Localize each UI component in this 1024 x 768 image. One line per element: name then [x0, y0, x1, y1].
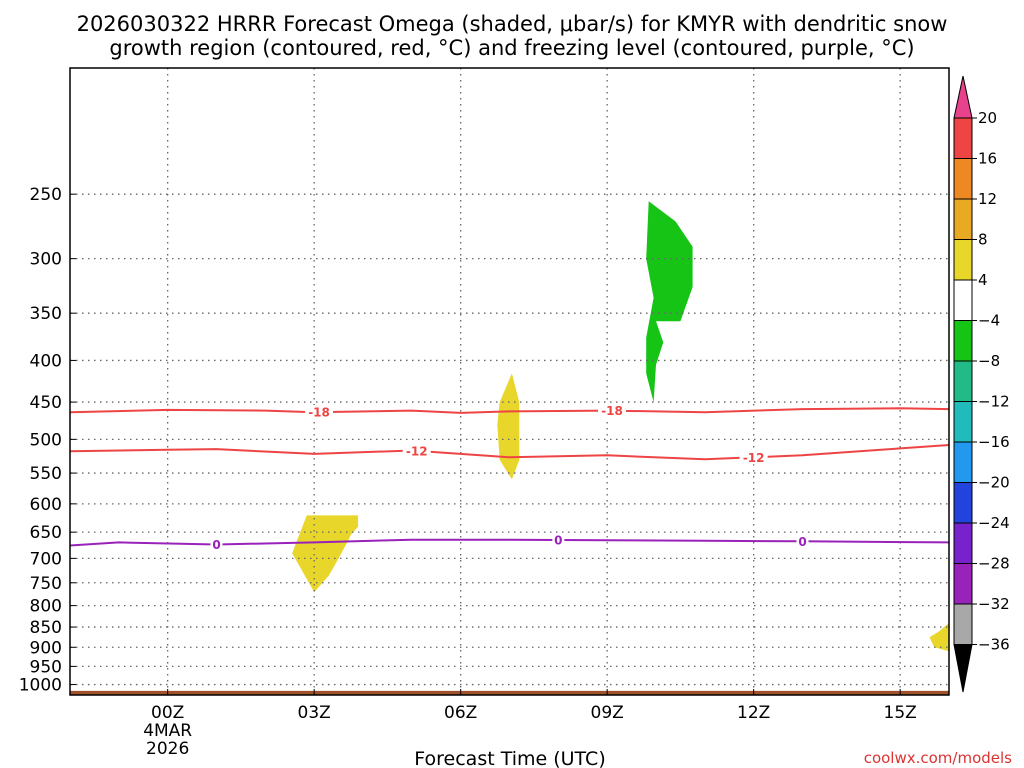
contour-label-bg	[402, 443, 431, 458]
contour-label--12: -12	[406, 444, 428, 458]
colorbar-segment	[953, 360, 973, 402]
y-tick-label-850: 850	[30, 618, 62, 638]
y-tick-label-350: 350	[30, 304, 62, 324]
colorbar-label: −32	[978, 595, 1010, 613]
x-tick-label-09Z: 09Z	[591, 703, 624, 723]
x-tick-label-12Z: 12Z	[737, 703, 770, 723]
chart-title-line1: 2026030322 HRRR Forecast Omega (shaded, …	[77, 12, 948, 36]
colorbar-label: 8	[978, 231, 988, 249]
colorbar-label: −28	[978, 555, 1010, 573]
colorbar-label: −24	[978, 514, 1010, 532]
shaded-region-omega-positive-c	[929, 622, 949, 652]
colorbar-segment	[953, 563, 973, 605]
y-tick-label-450: 450	[30, 393, 62, 413]
shaded-region-omega-negative	[646, 201, 693, 403]
colorbar-segment	[953, 279, 973, 321]
y-tick-label-300: 300	[30, 250, 62, 270]
shaded-regions	[292, 201, 949, 652]
colorbar-segment	[953, 158, 973, 200]
x-tick-sublabel-year: 2026	[146, 739, 189, 759]
shaded-region-omega-positive-a	[497, 373, 520, 480]
colorbar-label: −4	[978, 312, 1000, 330]
x-axis-label: Forecast Time (UTC)	[414, 748, 605, 768]
colorbar-segment	[953, 522, 973, 564]
colorbar-label: 16	[978, 150, 997, 168]
x-tick-label-15Z: 15Z	[884, 703, 917, 723]
shaded-region-omega-positive-b	[292, 515, 359, 593]
plot-frame	[69, 67, 950, 696]
x-tick-sublabel-date: 4MAR	[143, 721, 192, 741]
colorbar-segment	[953, 482, 973, 524]
colorbar-label: 4	[978, 271, 988, 289]
y-tick-label-500: 500	[30, 430, 62, 450]
colorbar-segment	[953, 198, 973, 240]
y-tick-label-400: 400	[30, 351, 62, 371]
y-tick-label-700: 700	[30, 549, 62, 569]
colorbar: 20 16 12 8 4 −4 −8 −12 −16 −20 −24 −28 −32 −36	[953, 75, 1010, 693]
y-tick-label-650: 650	[30, 523, 62, 543]
grid	[70, 68, 949, 695]
y-tick-label-900: 900	[30, 638, 62, 658]
colorbar-label: −20	[978, 474, 1010, 492]
colorbar-top-arrow	[953, 75, 973, 119]
colorbar-label: −16	[978, 433, 1010, 451]
contour-line--12	[69, 444, 950, 461]
x-tick-label-06Z: 06Z	[444, 703, 477, 723]
colorbar-segment	[953, 603, 973, 645]
colorbar-bottom-arrow	[953, 644, 973, 693]
colorbar-label: −12	[978, 393, 1010, 411]
contour-line--18	[69, 407, 950, 414]
credit-text: coolwx.com/models	[864, 749, 1012, 767]
y-tick-label-950: 950	[30, 657, 62, 677]
contour-label-0: 0	[554, 533, 562, 547]
y-axis-ticks: 2503003504004505005506006507007508008509…	[19, 185, 76, 696]
y-tick-label-1000: 1000	[19, 676, 62, 696]
contour-line-0	[69, 538, 950, 547]
colorbar-label: 12	[978, 190, 997, 208]
contour-label--12: -12	[743, 451, 765, 465]
colorbar-label: −8	[978, 352, 1000, 370]
contour-label-bg	[305, 405, 334, 420]
y-tick-label-250: 250	[30, 185, 62, 205]
contour-label--18: -18	[601, 404, 623, 418]
contour-label--18: -18	[308, 406, 330, 420]
contour-label-bg	[598, 403, 627, 418]
ground-bar	[70, 690, 949, 695]
colorbar-segment	[953, 117, 973, 159]
colorbar-segment	[953, 239, 973, 281]
contour-label-0: 0	[798, 535, 806, 549]
colorbar-segment	[953, 401, 973, 443]
chart-title-line2: growth region (contoured, red, °C) and f…	[109, 36, 914, 60]
ground-rect	[70, 690, 949, 695]
colorbar-segment	[953, 320, 973, 362]
contour-label-0: 0	[212, 538, 220, 552]
y-tick-label-550: 550	[30, 464, 62, 484]
colorbar-label: −36	[978, 636, 1010, 654]
colorbar-segment	[953, 441, 973, 483]
contour-label-bg	[796, 534, 809, 549]
contours: -18 -18 -12 -12 0 0 0	[69, 403, 950, 552]
y-tick-label-750: 750	[30, 574, 62, 594]
contour-label-bg	[210, 537, 223, 552]
contour-label-bg	[739, 450, 768, 465]
x-tick-label-00Z: 00Z	[151, 703, 184, 723]
x-tick-label-03Z: 03Z	[298, 703, 331, 723]
colorbar-label: 20	[978, 109, 997, 127]
y-tick-label-800: 800	[30, 597, 62, 617]
y-tick-label-600: 600	[30, 495, 62, 515]
contour-label-bg	[552, 532, 565, 547]
